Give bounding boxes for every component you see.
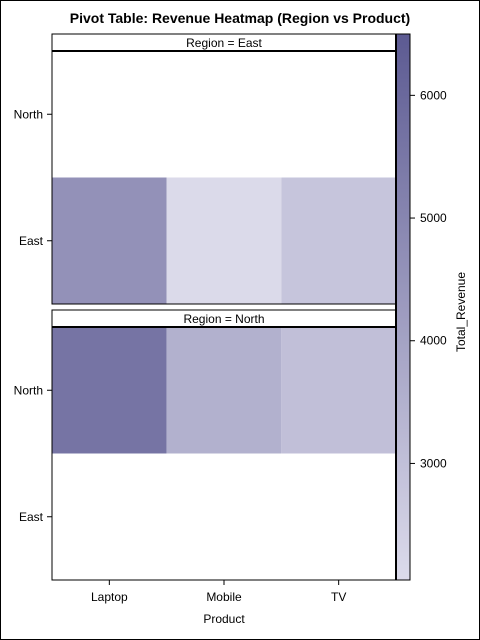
panel-region-east: Region = East (51, 33, 397, 305)
y-tick-label-east: East (19, 510, 44, 524)
heatmap-cell-laptop-east (52, 177, 167, 304)
heatmap-cell-mobile-east (166, 177, 282, 304)
heatmap-cell-mobile-north (166, 327, 282, 454)
x-axis-label: Product (203, 612, 245, 626)
colorbar-tick-label-6000: 6000 (420, 88, 447, 102)
x-tick-label-laptop: Laptop (91, 590, 128, 604)
heatmap-cell-laptop-north (52, 327, 167, 454)
x-tick-label-mobile: Mobile (206, 590, 242, 604)
colorbar-tick-label-4000: 4000 (420, 334, 447, 348)
colorbar-tick-label-5000: 5000 (420, 211, 447, 225)
x-tick-label-tv: TV (331, 590, 346, 604)
heatmap-cell-tv-east (281, 177, 396, 304)
colorbar-tick-label-3000: 3000 (420, 456, 447, 470)
chart-title: Pivot Table: Revenue Heatmap (Region vs … (69, 10, 411, 26)
colorbar (395, 33, 411, 581)
panel-region-north: Region = North (51, 309, 397, 581)
panel-label: Region = East (186, 36, 262, 50)
y-tick-label-north: North (14, 107, 43, 121)
panel-label: Region = North (183, 312, 264, 326)
y-tick-label-north: North (14, 383, 43, 397)
y-tick-label-east: East (19, 234, 44, 248)
colorbar-label: Total_Revenue (454, 272, 468, 352)
heatmap-cell-tv-north (281, 327, 396, 454)
